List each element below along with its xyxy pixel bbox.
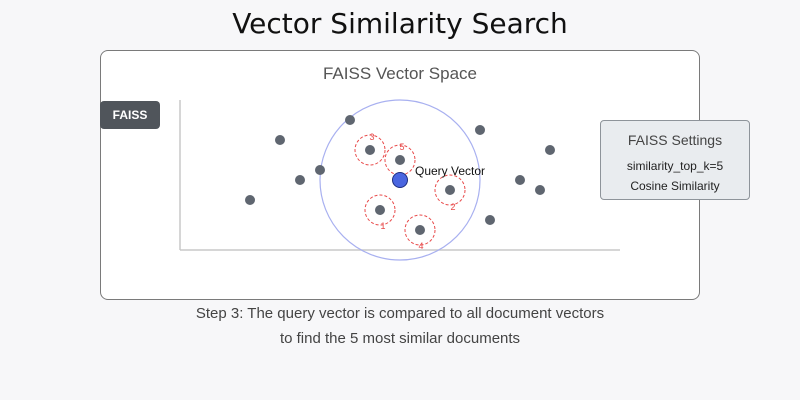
caption-line-2: to find the 5 most similar documents	[279, 330, 521, 347]
document-point	[485, 215, 495, 225]
document-point	[475, 125, 485, 135]
document-point	[535, 185, 545, 195]
document-point	[275, 135, 285, 145]
document-point	[245, 195, 255, 205]
settings-top-k: similarity_top_k=5	[626, 159, 724, 173]
document-point	[295, 175, 305, 185]
settings-title: FAISS Settings	[627, 132, 723, 148]
matched-document-point	[415, 225, 425, 235]
settings-metric: Cosine Similarity	[630, 179, 720, 193]
document-point	[515, 175, 525, 185]
matched-document-point	[365, 145, 375, 155]
query-vector-label: Query Vector	[415, 164, 485, 178]
caption-line-1: Step 3: The query vector is compared to …	[195, 305, 605, 322]
match-ring	[364, 194, 396, 226]
matched-document-point	[395, 155, 405, 165]
match-rank-label: 4	[418, 241, 423, 251]
document-point	[545, 145, 555, 155]
page-title: Vector Similarity Search	[232, 7, 568, 40]
matched-document-point	[375, 205, 385, 215]
match-rank-label: 2	[450, 202, 455, 212]
document-point	[315, 165, 325, 175]
match-rank-label: 3	[369, 132, 374, 142]
matched-document-point	[445, 185, 455, 195]
match-rank-label: 5	[399, 142, 404, 152]
search-radius-circle	[319, 99, 481, 261]
query-vector-point	[392, 172, 408, 188]
panel-title: FAISS Vector Space	[322, 64, 478, 83]
match-rank-label: 1	[380, 221, 385, 231]
match-ring	[354, 134, 386, 166]
faiss-badge: FAISS	[100, 101, 160, 129]
match-ring	[404, 214, 436, 246]
match-ring	[384, 144, 416, 176]
match-ring	[434, 174, 466, 206]
document-point	[345, 115, 355, 125]
faiss-settings-box: FAISS Settings similarity_top_k=5 Cosine…	[600, 120, 750, 200]
